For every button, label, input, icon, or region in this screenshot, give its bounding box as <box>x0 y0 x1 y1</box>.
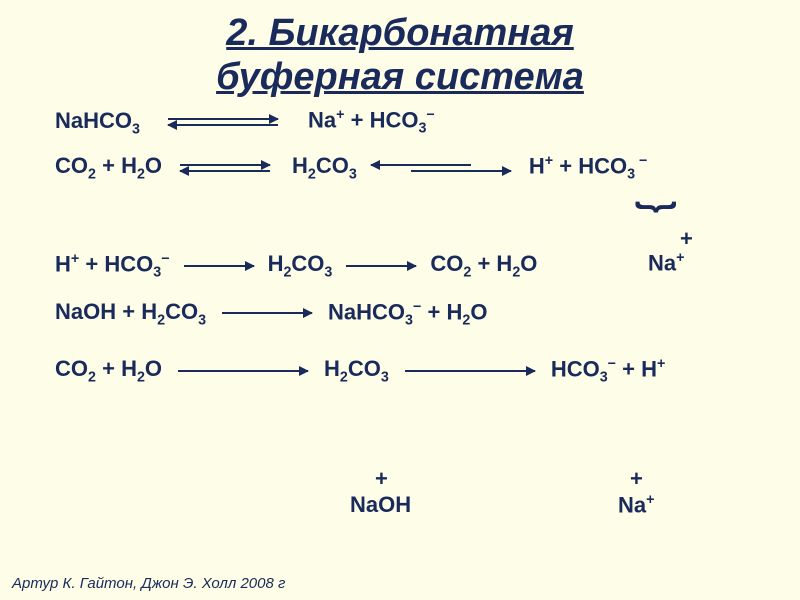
brace-icon: } <box>650 196 667 227</box>
equation-4: NaOH + H2CO3 NaHCO3− + H2O <box>55 299 760 329</box>
plus-symbol: + <box>680 226 693 252</box>
plus-symbol: + <box>630 466 643 492</box>
arrow-right-icon <box>178 370 308 372</box>
arrow-right-icon <box>222 312 312 314</box>
slide-title: 2. Бикарбонатная буферная система <box>0 0 800 99</box>
na-ion: Na+ <box>618 492 654 518</box>
title-line-1: 2. Бикарбонатная <box>226 12 574 54</box>
formula: H+ + HCO3 − <box>529 153 648 183</box>
formula: NaHCO3− + H2O <box>328 299 487 329</box>
equation-1: NaHCO3 Na+ + HCO3− <box>55 107 760 137</box>
formula: CO2 + H2O <box>430 251 537 280</box>
formula: NaHCO3 <box>55 108 140 137</box>
naoh-label: NaOH <box>350 492 411 518</box>
plus-symbol: + <box>375 466 388 492</box>
formula: H2CO3 <box>324 356 389 385</box>
arrow-right-icon <box>184 265 254 267</box>
formula: H2CO3 <box>268 251 333 280</box>
na-ion: Na+ <box>648 250 684 276</box>
formula: H2CO3 <box>292 153 357 182</box>
equation-5: CO2 + H2O H2CO3 HCO3− + H+ <box>55 356 760 386</box>
equilibrium-arrow <box>371 164 511 172</box>
formula: H+ + HCO3− <box>55 251 170 281</box>
equilibrium-arrow <box>180 164 270 172</box>
formula: Na+ + HCO3− <box>308 107 435 137</box>
formula: CO2 + H2O <box>55 356 162 385</box>
formula: NaOH + H2CO3 <box>55 299 206 328</box>
equations-block: NaHCO3 Na+ + HCO3− CO2 + H2O H2CO3 H+ + … <box>0 99 800 386</box>
footer-citation: Артур К. Гайтон, Джон Э. Холл 2008 г <box>12 575 285 592</box>
arrow-right-icon <box>405 370 535 372</box>
formula: CO2 + H2O <box>55 153 162 182</box>
title-line-2: буферная система <box>216 56 584 98</box>
equilibrium-arrow <box>168 118 278 126</box>
equation-2: CO2 + H2O H2CO3 H+ + HCO3 − <box>55 153 760 183</box>
formula: HCO3− + H+ <box>551 356 666 386</box>
arrow-right-icon <box>346 265 416 267</box>
